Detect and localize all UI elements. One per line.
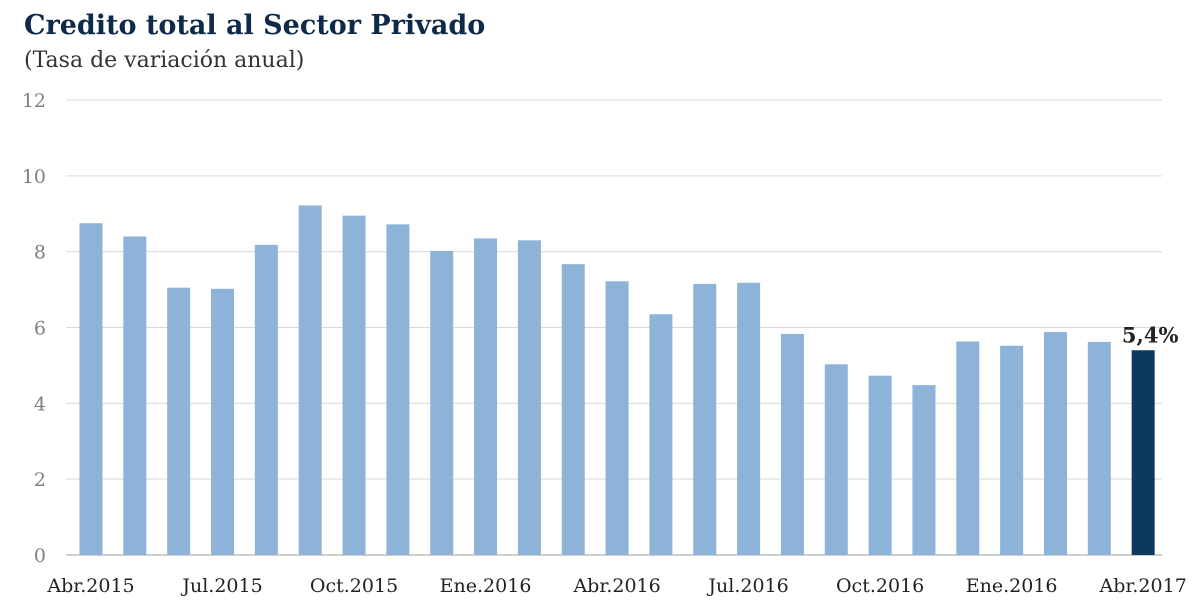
bar xyxy=(780,333,804,555)
bar xyxy=(737,282,761,555)
data-label: 5,4% xyxy=(1122,322,1179,347)
bar xyxy=(517,240,541,555)
bar xyxy=(1000,345,1024,555)
bar xyxy=(605,281,629,555)
bar xyxy=(1087,341,1111,555)
bar xyxy=(474,238,498,556)
bar xyxy=(167,287,191,555)
x-tick-label: Oct.2015 xyxy=(310,575,398,597)
x-tick-label: Abr.2015 xyxy=(46,575,134,597)
x-tick-label: Jul.2016 xyxy=(706,575,788,597)
data-labels: 5,4% xyxy=(1122,322,1179,347)
bar xyxy=(868,375,892,555)
bar xyxy=(430,250,454,556)
bar xyxy=(254,244,278,555)
y-tick-label: 2 xyxy=(34,469,46,491)
x-tick-label: Abr.2017 xyxy=(1099,575,1187,597)
bar xyxy=(298,205,322,556)
bar xyxy=(211,288,235,555)
bars xyxy=(79,205,1155,556)
y-axis-ticks: 0 2 4 6 8 10 12 xyxy=(22,90,46,567)
y-tick-label: 0 xyxy=(34,545,46,567)
x-tick-label: Ene.2016 xyxy=(440,575,532,597)
bar xyxy=(342,215,366,556)
x-tick-label: Oct.2016 xyxy=(836,575,924,597)
chart-subtitle: (Tasa de variación anual) xyxy=(24,48,305,73)
bar xyxy=(649,314,673,555)
y-tick-label: 12 xyxy=(22,90,46,112)
x-tick-label: Ene.2016 xyxy=(966,575,1058,597)
bar xyxy=(912,385,936,555)
x-tick-label: Abr.2016 xyxy=(572,575,660,597)
x-tick-label: Jul.2015 xyxy=(180,575,262,597)
y-tick-label: 6 xyxy=(34,318,46,340)
bar-highlight xyxy=(1131,350,1155,555)
bar xyxy=(693,283,717,555)
bar xyxy=(956,341,980,555)
bar xyxy=(123,236,147,555)
y-tick-label: 10 xyxy=(22,166,46,188)
x-axis-ticks: Abr.2015 Jul.2015 Oct.2015 Ene.2016 Abr.2016… xyxy=(46,575,1186,597)
bar xyxy=(824,364,848,555)
bar xyxy=(79,223,103,555)
bar xyxy=(561,264,585,555)
bar xyxy=(386,224,410,555)
chart-title: Credito total al Sector Privado xyxy=(24,10,486,41)
y-tick-label: 4 xyxy=(34,393,46,415)
y-tick-label: 8 xyxy=(34,242,46,264)
bar xyxy=(1043,332,1067,555)
